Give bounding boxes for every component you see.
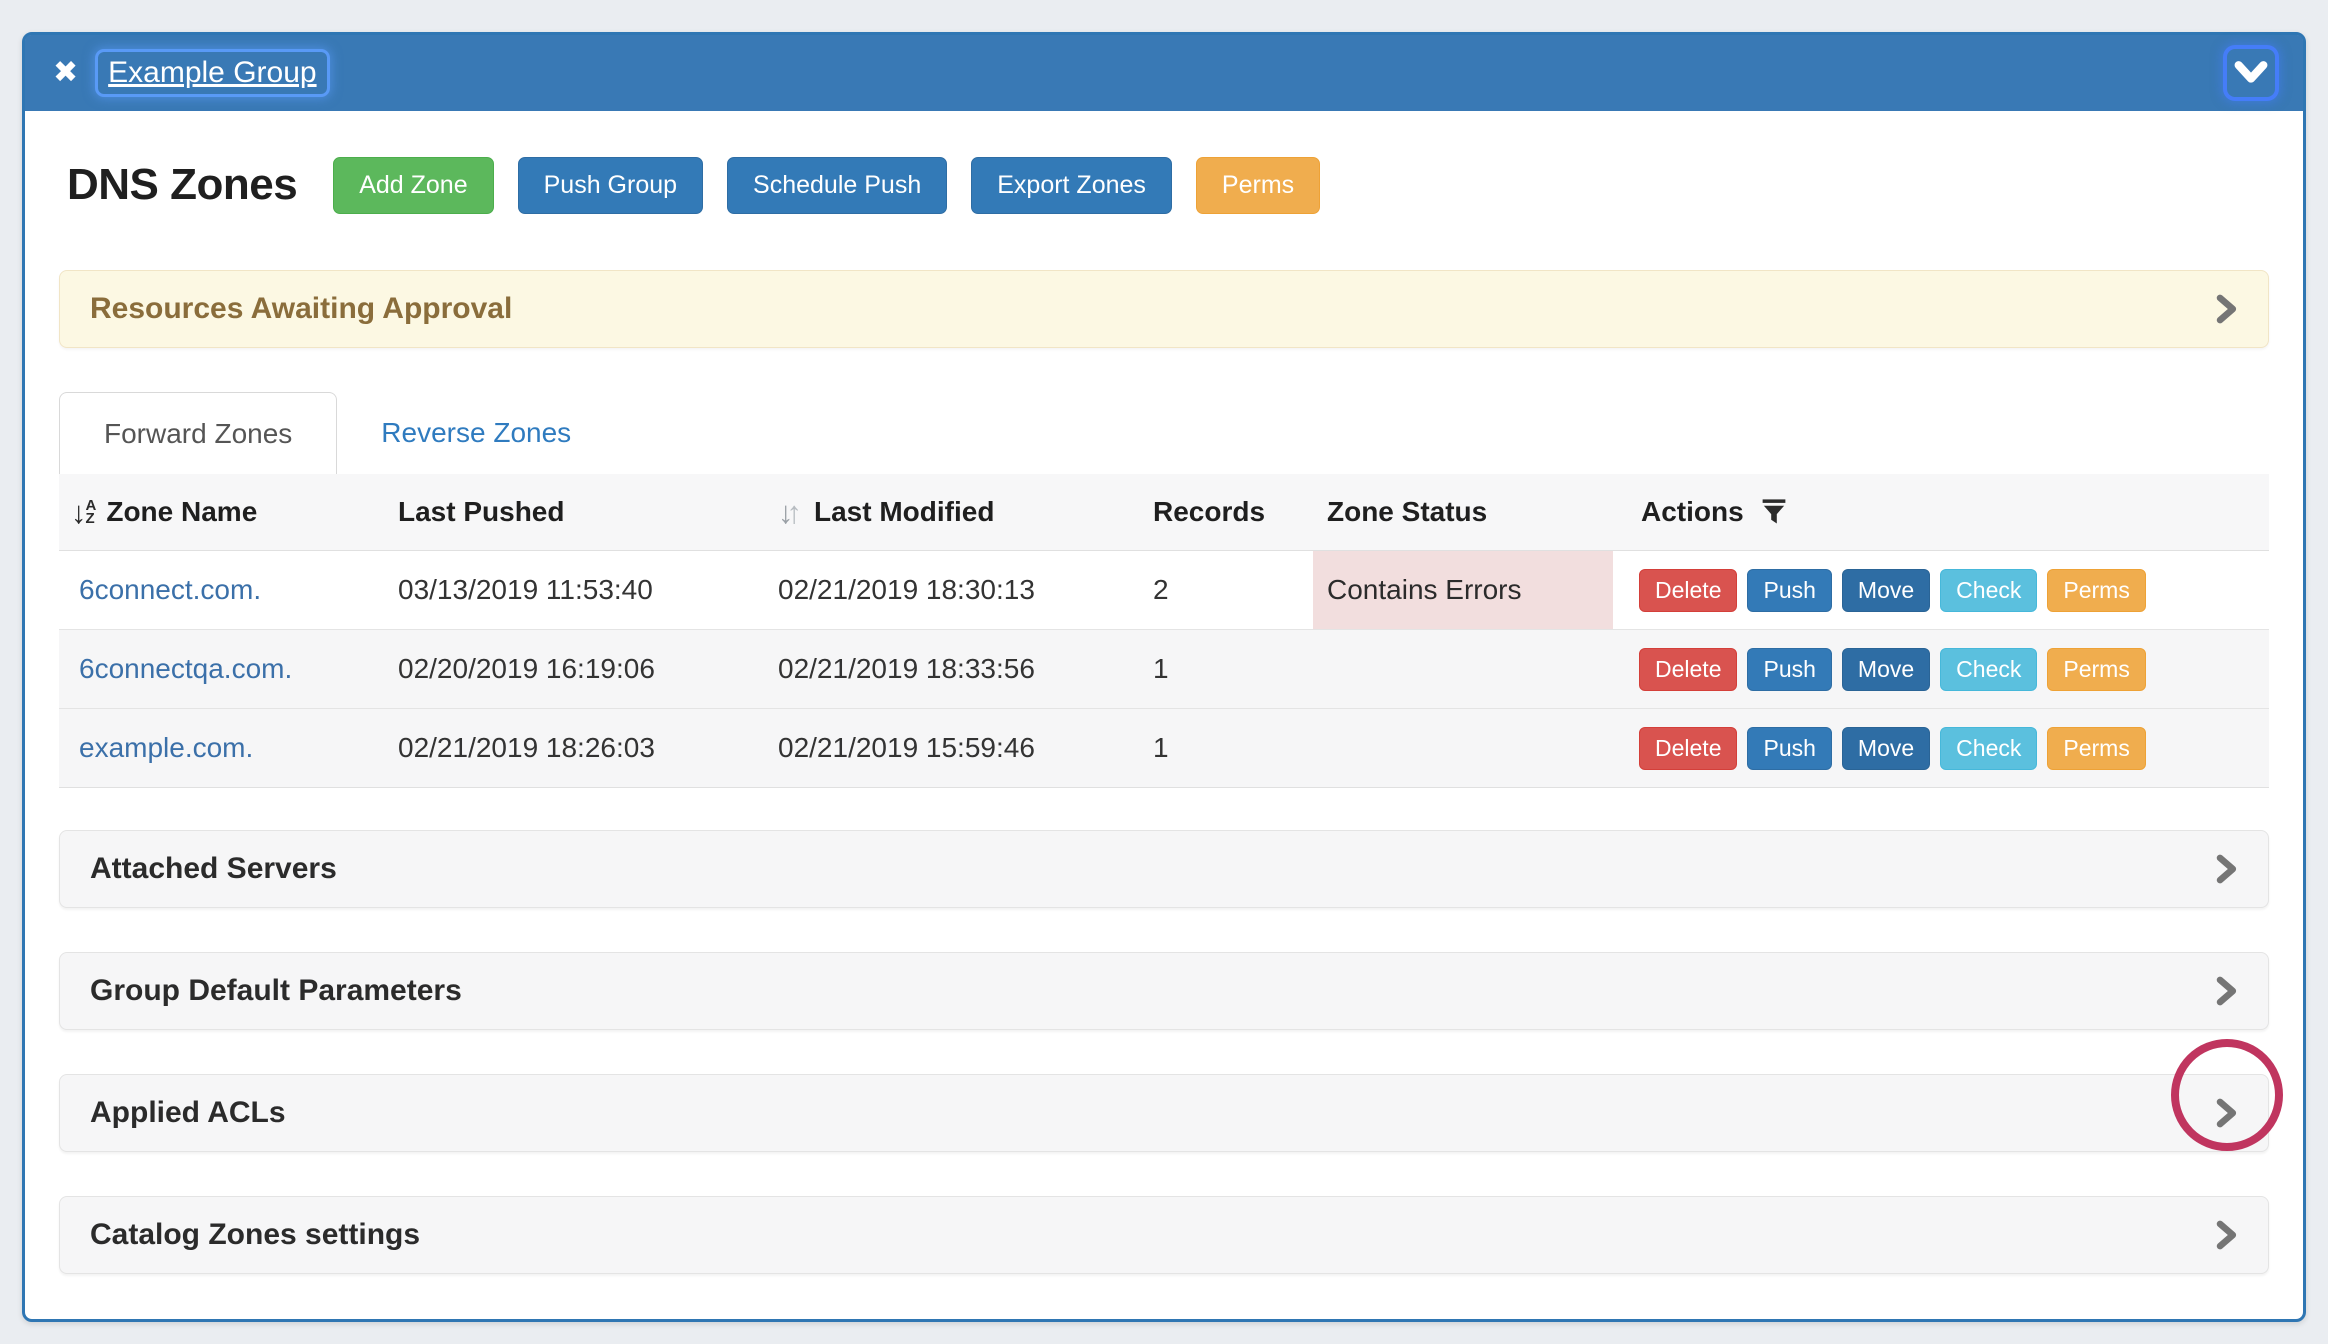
- chevron-right-icon: [2214, 852, 2238, 886]
- schedule-push-button[interactable]: Schedule Push: [727, 156, 948, 214]
- move-button[interactable]: Move: [1841, 568, 1931, 612]
- perms-button[interactable]: Perms: [2047, 647, 2146, 691]
- section-applied-acls[interactable]: Applied ACLs: [59, 1074, 2269, 1152]
- filter-icon[interactable]: [1760, 498, 1788, 526]
- close-icon[interactable]: ✖: [53, 56, 79, 89]
- table-body: 6connect.com. 03/13/2019 11:53:40 02/21/20…: [59, 551, 2269, 788]
- table-row: example.com. 02/21/2019 18:26:03 02/21/201…: [59, 708, 2269, 787]
- accordion-panels: Attached Servers Group Default Parameters…: [59, 830, 2269, 1274]
- chevron-right-icon: [2214, 1096, 2238, 1130]
- check-button[interactable]: Check: [1940, 647, 2038, 691]
- perms-button[interactable]: Perms: [2047, 568, 2146, 612]
- zone-link[interactable]: 6connect.com.: [79, 574, 262, 605]
- col-actions: Actions: [1613, 496, 2269, 528]
- check-button[interactable]: Check: [1940, 568, 2038, 612]
- last-modified-cell: 02/21/2019 18:33:56: [778, 653, 1035, 684]
- table-row: 6connectqa.com. 02/20/2019 16:19:06 02/21/…: [59, 629, 2269, 708]
- check-button[interactable]: Check: [1940, 726, 2038, 770]
- last-modified-cell: 02/21/2019 15:59:46: [778, 732, 1035, 763]
- tab-reverse-zones[interactable]: Reverse Zones: [381, 417, 572, 448]
- zone-status-cell: [1313, 630, 1613, 708]
- zone-name-cell: example.com.: [59, 709, 398, 787]
- last-modified-cell: 02/21/2019 18:30:13: [778, 574, 1035, 605]
- last-pushed-cell: 02/20/2019 16:19:06: [398, 653, 655, 684]
- export-zones-button[interactable]: Export Zones: [971, 156, 1172, 214]
- sort-updown-icon[interactable]: ↓ ↑: [778, 494, 802, 530]
- table-row: 6connect.com. 03/13/2019 11:53:40 02/21/20…: [59, 551, 2269, 629]
- row-actions: Delete Push Move Check Perms: [1613, 709, 2269, 787]
- move-button[interactable]: Move: [1841, 647, 1931, 691]
- zone-link[interactable]: 6connectqa.com.: [79, 653, 293, 684]
- zone-name-cell: 6connectqa.com.: [59, 630, 398, 708]
- row-actions: Delete Push Move Check Perms: [1613, 630, 2269, 708]
- zone-link[interactable]: example.com.: [79, 732, 254, 763]
- records-cell: 2: [1153, 574, 1169, 605]
- group-title-link[interactable]: Example Group: [98, 52, 326, 94]
- last-pushed-cell: 03/13/2019 11:53:40: [398, 574, 653, 605]
- section-label: Attached Servers: [90, 852, 337, 885]
- last-pushed-cell: 02/21/2019 18:26:03: [398, 732, 655, 763]
- row-actions: Delete Push Move Check Perms: [1613, 551, 2269, 629]
- tab-forward-zones[interactable]: Forward Zones: [59, 392, 338, 474]
- zone-name-cell: 6connect.com.: [59, 551, 398, 629]
- records-cell: 1: [1153, 732, 1169, 763]
- delete-button[interactable]: Delete: [1639, 568, 1738, 612]
- section-label: Catalog Zones settings: [90, 1218, 421, 1251]
- toolbar-buttons: Add Zone Push Group Schedule Push Export Zo…: [333, 156, 1321, 214]
- chevron-right-icon: [2214, 1218, 2238, 1252]
- delete-button[interactable]: Delete: [1639, 647, 1738, 691]
- push-group-button[interactable]: Push Group: [517, 156, 704, 214]
- tabs: Forward Zones Reverse Zones: [59, 392, 2269, 474]
- perms-button[interactable]: Perms: [1195, 156, 1321, 214]
- zone-status-cell: [1313, 709, 1613, 787]
- perms-button[interactable]: Perms: [2047, 726, 2146, 770]
- move-button[interactable]: Move: [1841, 726, 1931, 770]
- group-card-header: ✖ Example Group: [25, 35, 2303, 111]
- section-label: Applied ACLs: [90, 1096, 286, 1129]
- chevron-right-icon: [2214, 292, 2238, 326]
- section-catalog-zones-settings[interactable]: Catalog Zones settings: [59, 1196, 2269, 1274]
- push-button[interactable]: Push: [1747, 726, 1832, 770]
- push-button[interactable]: Push: [1747, 647, 1832, 691]
- col-records: Records: [1153, 496, 1266, 527]
- col-last-modified: ↓ ↑ Last Modified: [778, 494, 995, 530]
- add-zone-button[interactable]: Add Zone: [333, 156, 494, 214]
- zone-status-cell: Contains Errors: [1313, 551, 1613, 629]
- col-zone-status: Zone Status: [1327, 496, 1488, 527]
- title-row: DNS Zones Add Zone Push Group Schedule Pus…: [59, 153, 2269, 217]
- alert-label: Resources Awaiting Approval: [90, 292, 513, 325]
- chevron-down-icon: [2233, 58, 2269, 88]
- section-attached-servers[interactable]: Attached Servers: [59, 830, 2269, 908]
- delete-button[interactable]: Delete: [1639, 726, 1738, 770]
- records-cell: 1: [1153, 653, 1169, 684]
- section-group-default-parameters[interactable]: Group Default Parameters: [59, 952, 2269, 1030]
- page-title: DNS Zones: [67, 160, 298, 209]
- col-last-pushed: Last Pushed: [398, 496, 565, 527]
- push-button[interactable]: Push: [1747, 568, 1832, 612]
- section-label: Group Default Parameters: [90, 974, 462, 1007]
- chevron-right-icon: [2214, 974, 2238, 1008]
- collapse-chevron-button[interactable]: [2227, 49, 2275, 97]
- resources-awaiting-approval-bar[interactable]: Resources Awaiting Approval: [59, 270, 2269, 348]
- group-card: ✖ Example Group DNS Zones Add Zone Push G…: [22, 32, 2306, 1322]
